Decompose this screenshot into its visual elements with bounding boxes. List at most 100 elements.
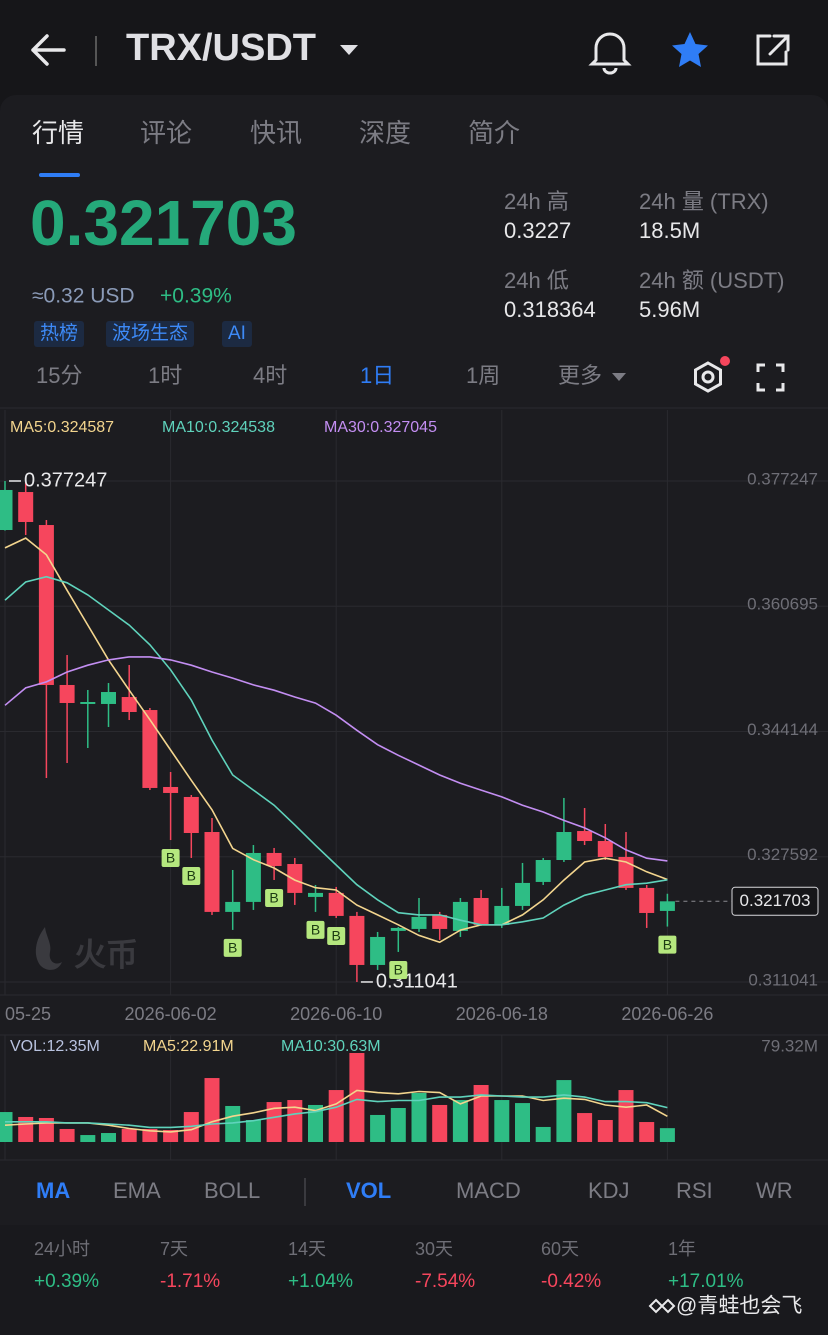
more-caret[interactable] [612,373,626,381]
volume-bar [308,1104,323,1142]
volume-ma-legend: MA10:30.63M [281,1038,381,1055]
watermark-logo [35,927,62,970]
ma-line [4,537,668,944]
volume-bar [225,1105,241,1142]
volume-bar [59,1128,75,1142]
indicator-tab[interactable]: EMA [113,1178,161,1203]
ma-legend: MA30:0.327045 [324,419,437,436]
alert-button[interactable] [588,32,632,75]
buy-marker-label: B [166,850,175,866]
candle-body [183,796,199,833]
pair-title[interactable]: TRX/USDT [126,27,316,69]
tag[interactable]: 波场生态 [112,322,188,344]
volume-ma-legend: MA5:22.91M [143,1038,234,1055]
indicator-tab[interactable]: VOL [346,1178,391,1203]
y-tick-label: 0.311041 [748,970,818,989]
y-tick-label: 0.377247 [747,469,818,488]
buy-marker-label: B [228,940,237,956]
pair-caret[interactable] [340,45,358,55]
x-tick-label: 2026-06-26 [621,1004,713,1024]
panel [0,95,828,1335]
indicator-tab[interactable]: MACD [456,1178,521,1203]
tab-indicator [39,173,80,177]
tab[interactable]: 简介 [468,118,520,148]
volume-ma-line [4,1089,668,1133]
tab[interactable]: 行情 [32,118,84,148]
candle-body [390,927,406,931]
tab[interactable]: 评论 [140,118,192,148]
x-tick-label: 2026-06-18 [456,1004,548,1024]
interval[interactable]: 更多 [558,363,602,388]
volume-bar [659,1128,675,1142]
last-price: 0.321703 [30,187,297,259]
volume-bar [266,1102,282,1142]
chart-settings[interactable] [694,361,722,393]
tab[interactable]: 快讯 [250,118,302,148]
fullscreen-button[interactable] [756,363,785,392]
indicator-tab[interactable]: RSI [676,1178,713,1203]
indicator-tab[interactable]: KDJ [588,1178,630,1203]
volume-bar [163,1129,179,1142]
interval[interactable]: 4时 [253,363,287,388]
candle-body [287,864,303,893]
candle-body [225,901,241,912]
volume-bar [349,1053,365,1142]
candle-body [432,914,448,929]
indicator-tab[interactable]: WR [756,1178,793,1203]
interval[interactable]: 15分 [36,363,82,388]
credit: @青蛙也会飞 [676,1295,802,1318]
tag[interactable]: 热榜 [40,322,78,344]
buy-marker-label: B [332,928,341,944]
stat-value: 18.5M [639,218,700,243]
candle-body [266,852,282,866]
volume-bar [452,1100,468,1142]
interval[interactable]: 1时 [148,363,182,388]
period-change: +1.04% [288,1271,353,1292]
bell-clapper [602,67,618,75]
tag[interactable]: AI [228,323,246,344]
buy-marker [161,849,180,868]
candle-body [308,892,323,897]
y-tick-label: 0.360695 [747,595,818,614]
period-label: 1年 [668,1239,696,1259]
ma-line [4,656,668,862]
volume-legend: VOL:12.35M [10,1038,100,1055]
period-change: -1.71% [160,1271,220,1292]
indicator-tab[interactable]: BOLL [204,1178,260,1203]
candle-body [245,852,261,902]
volume-bar [80,1135,96,1142]
performance-panel [0,1225,828,1335]
indicator-tab[interactable]: MA [36,1178,70,1203]
volume-bar [618,1090,634,1142]
watermark: 火币 [74,936,138,972]
volume-bar [328,1090,344,1142]
settings-icon [694,361,722,393]
stat-label: 24h 低 [504,268,569,293]
volume-bar [556,1080,572,1142]
volume-bar [639,1122,655,1142]
share-icon [756,34,790,66]
tag-background [222,321,252,347]
usd-price: ≈0.32 USD [32,285,135,308]
buy-marker [223,938,242,957]
last-price-label: 0.321703 [740,891,811,910]
interval[interactable]: 1周 [466,363,500,388]
volume-bar [287,1100,303,1142]
candle-body [59,684,75,703]
candle-body [556,832,572,861]
favorite-star[interactable] [672,32,708,67]
candle-body [121,697,137,712]
tab[interactable]: 深度 [359,118,411,148]
back-icon [31,34,66,66]
last-price-box [731,886,819,916]
tag-background [34,321,85,347]
x-tick-label: 05-25 [5,1004,51,1024]
x-tick-label: 2026-06-10 [290,1004,382,1024]
settings-center [701,370,715,384]
buy-marker [658,935,677,954]
share-button[interactable] [756,34,790,66]
stat-value: 5.96M [639,297,700,322]
back-button[interactable] [31,34,66,66]
candle-body [639,887,655,913]
interval[interactable]: 1日 [360,363,394,388]
